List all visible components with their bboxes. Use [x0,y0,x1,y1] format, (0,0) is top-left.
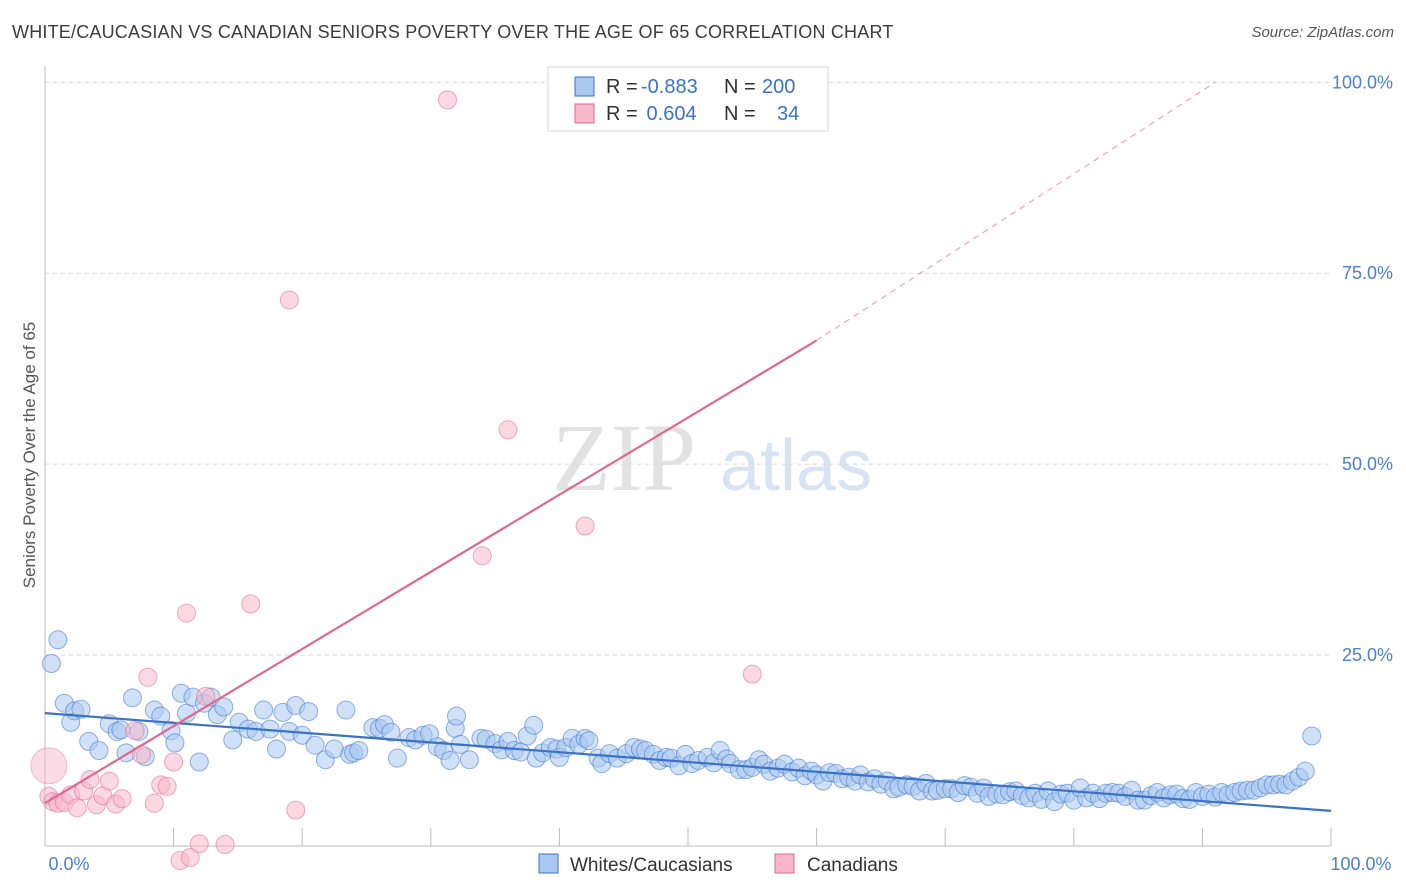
x-tick-label: 100.0% [1330,854,1391,874]
legend-n-label-1: N = [724,76,756,98]
x-tick-label: 0.0% [48,854,89,874]
chart-title: WHITE/CAUCASIAN VS CANADIAN SENIORS POVE… [12,22,894,42]
whites-point [1295,761,1315,781]
canadians-point [286,800,306,820]
legend-r-label-1: R = [606,76,638,98]
canadians-point [144,793,164,813]
whites-point [214,697,234,717]
y-tick-label: 25.0% [1342,645,1393,665]
axes [44,66,1332,847]
canadians-trend-line [44,339,818,805]
legend-n-label-2: N = [724,103,756,125]
whites-point [223,730,243,750]
watermark-atlas: atlas [720,426,872,506]
whites-trend-line [44,712,1332,812]
canadians-point [279,290,299,310]
y-tick-label: 50.0% [1342,454,1393,474]
legend-swatch-whites [574,76,595,97]
correlation-legend: R = -0.883 N = 200 R = 0.604 N = 34 [547,66,829,132]
canadians-point [241,594,261,614]
canadians-point [189,834,209,854]
whites-point [89,741,109,761]
y-tick-label: 75.0% [1342,263,1393,283]
whites-point [387,748,407,768]
canadians-point [215,834,235,854]
canadians-point [575,516,595,536]
bottom-swatch-canadians [774,853,795,874]
whites-point [266,739,286,759]
canadians-point [67,798,87,818]
legend-swatch-canadians [574,103,595,124]
whites-point [336,700,356,720]
chart-source: Source: ZipAtlas.com [1251,24,1394,41]
canadians-point [180,847,200,867]
whites-point [447,706,467,726]
canadians-point [176,603,196,623]
bottom-legend-canadians: Canadians [807,855,898,876]
whites-point [524,715,544,735]
y-tick-label: 100.0% [1332,72,1393,92]
trend-lines [44,81,1332,812]
canadians-point [472,546,492,566]
whites-point [459,750,479,770]
whites-point [254,700,274,720]
whites-point [299,702,319,722]
whites-point [1302,726,1322,746]
whites-point [440,750,460,770]
whites-point [48,630,68,650]
legend-r-value-2: 0.604 [641,103,697,125]
grid-lines [45,81,1331,656]
canadians-point [30,747,68,785]
whites-point [71,699,91,719]
canadians-point [438,90,458,110]
series-legend: Whites/Caucasians Canadians [538,853,898,876]
legend-r-label-2: R = [606,103,638,125]
canadians-point [112,789,132,809]
watermark-zip: ZIP [552,404,696,511]
whites-point [305,735,325,755]
canadians-point [164,752,184,772]
whites-point [165,733,185,753]
legend-n-value-2: 34 [777,103,799,125]
bottom-legend-whites: Whites/Caucasians [570,855,733,876]
legend-n-value-1: 200 [762,76,795,98]
whites-point [349,741,369,761]
canadians-point [742,664,762,684]
canadians-point [80,770,100,790]
canadians-point [196,686,216,706]
canadians-point [498,420,518,440]
tick-labels: 25.0% 50.0% 75.0% 100.0% 0.0% 100.0% [48,72,1393,874]
whites-point [41,653,61,673]
canadians-point [125,721,145,741]
canadians-point [157,776,177,796]
canadians-trend-extension [816,81,1216,341]
whites-point [292,725,312,745]
y-axis-label: Seniors Poverty Over the Age of 65 [20,322,39,588]
legend-r-value-1: -0.883 [641,76,698,98]
canadians-point [99,771,119,791]
bottom-swatch-whites [538,853,559,874]
whites-point [122,688,142,708]
whites-point [579,731,599,751]
whites-point [381,722,401,742]
canadians-point [138,667,158,687]
whites-point [189,752,209,772]
